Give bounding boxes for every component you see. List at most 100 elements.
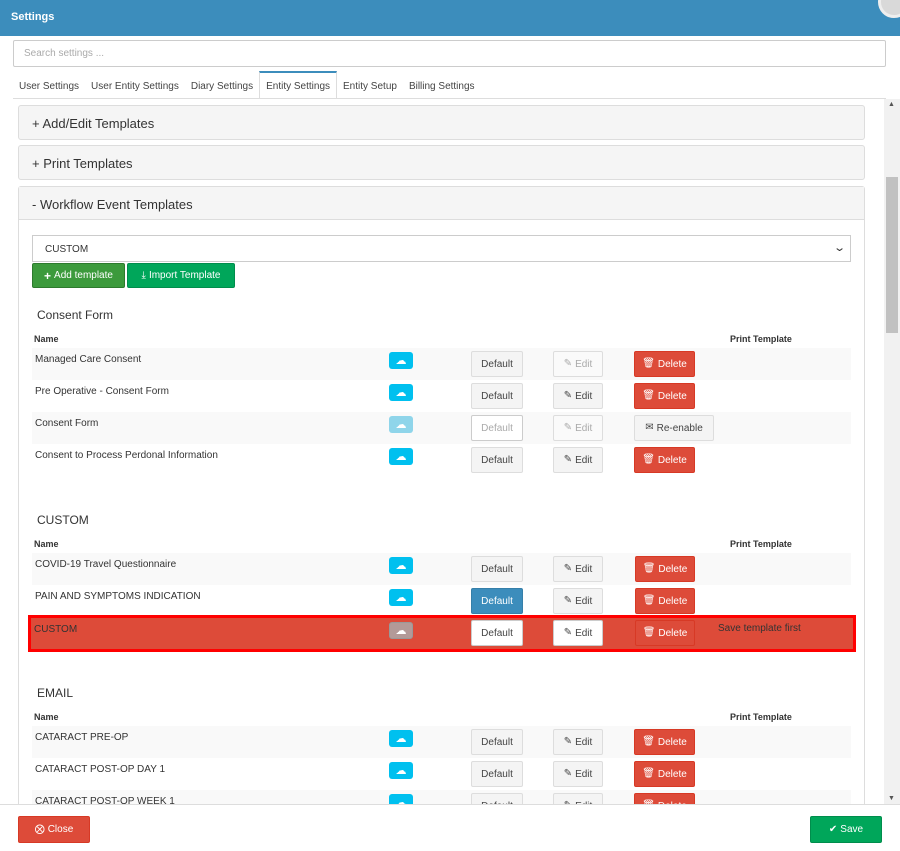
reenable-button[interactable]: ✉ Re-enable bbox=[634, 415, 714, 441]
tab-user-entity-settings[interactable]: User Entity Settings bbox=[91, 81, 179, 92]
tab-entity-setup[interactable]: Entity Setup bbox=[343, 81, 397, 92]
delete-button[interactable]: 🗑Delete bbox=[634, 383, 695, 409]
table-row: Managed Care Consent ☁ Default ✎ Edit 🗑 De… bbox=[32, 348, 851, 380]
save-button[interactable]: ✔ Save bbox=[810, 816, 882, 843]
delete-button[interactable]: 🗑Delete bbox=[635, 588, 695, 614]
cloud-upload-icon[interactable]: ☁ bbox=[389, 448, 413, 465]
scrollbar-thumb[interactable] bbox=[886, 177, 898, 333]
edit-label: Edit bbox=[575, 422, 593, 434]
edit-button[interactable]: ✎Edit bbox=[553, 620, 603, 646]
edit-label: Edit bbox=[575, 736, 593, 748]
template-type-select[interactable]: CUSTOM ⌄ bbox=[32, 235, 851, 262]
panel-header[interactable]: - Workflow Event Templates bbox=[19, 187, 864, 220]
trash-icon: 🗑 bbox=[642, 736, 655, 747]
template-name: CUSTOM bbox=[34, 624, 78, 635]
panel-add-edit-templates[interactable]: + Add/Edit Templates bbox=[18, 105, 865, 140]
scroll-up-icon[interactable]: ▲ bbox=[888, 101, 895, 108]
edit-button[interactable]: ✎Edit bbox=[553, 761, 603, 787]
delete-button[interactable]: 🗑Delete bbox=[634, 761, 695, 787]
cloud-upload-icon[interactable]: ☁ bbox=[389, 557, 413, 574]
chevron-down-icon: ⌄ bbox=[832, 242, 846, 254]
delete-label: Delete bbox=[658, 801, 687, 805]
default-button[interactable]: Default bbox=[471, 793, 523, 804]
close-button[interactable]: ⨂ Close bbox=[18, 816, 90, 843]
table-row: Pre Operative - Consent Form ☁ Default ✎… bbox=[32, 380, 851, 412]
panel-print-templates[interactable]: + Print Templates bbox=[18, 145, 865, 180]
delete-label: Delete bbox=[658, 563, 688, 575]
default-button-active[interactable]: Default bbox=[471, 588, 523, 614]
import-template-button[interactable]: ⤓ Import Template bbox=[127, 263, 235, 288]
tab-billing-settings[interactable]: Billing Settings bbox=[408, 81, 475, 92]
default-button[interactable]: Default bbox=[471, 729, 523, 755]
trash-icon: 🗑 bbox=[642, 627, 656, 638]
add-template-button[interactable]: + Add template bbox=[32, 263, 125, 288]
settings-content: + Add/Edit Templates + Print Templates -… bbox=[0, 99, 884, 804]
edit-label: Edit bbox=[575, 801, 592, 805]
tab-entity-settings[interactable]: Entity Settings bbox=[259, 71, 338, 98]
scroll-down-icon[interactable]: ▼ bbox=[888, 795, 895, 802]
delete-button[interactable]: 🗑Delete bbox=[634, 793, 695, 804]
edit-button[interactable]: ✎Edit bbox=[553, 729, 603, 755]
edit-label: Edit bbox=[575, 595, 593, 607]
edit-button[interactable]: ✎Edit bbox=[553, 588, 603, 614]
trash-icon: 🗑 bbox=[642, 454, 655, 465]
edit-icon: ✎ bbox=[563, 736, 573, 747]
tab-divider bbox=[13, 98, 886, 99]
delete-button[interactable]: 🗑Delete bbox=[635, 620, 695, 646]
delete-button[interactable]: 🗑Delete bbox=[634, 447, 695, 473]
trash-icon: 🗑 bbox=[642, 801, 655, 805]
cloud-upload-icon[interactable]: ☁ bbox=[389, 589, 413, 606]
template-name: CATARACT POST-OP DAY 1 bbox=[35, 764, 166, 775]
cloud-upload-icon[interactable]: ☁ bbox=[389, 622, 413, 639]
table-row: CATARACT PRE-OP ☁ Default ✎ Edit 🗑 Delete bbox=[32, 726, 851, 758]
cloud-upload-icon[interactable]: ☁ bbox=[389, 730, 413, 747]
default-button[interactable]: Default bbox=[471, 383, 523, 409]
trash-icon: 🗑 bbox=[642, 358, 655, 369]
edit-button[interactable]: ✎Edit bbox=[553, 556, 603, 582]
times-circle-icon: ⨂ bbox=[34, 823, 45, 835]
trash-icon: 🗑 bbox=[642, 768, 655, 779]
default-button[interactable]: Default bbox=[471, 447, 523, 473]
delete-button[interactable]: 🗑Delete bbox=[634, 729, 695, 755]
window-orb-icon[interactable] bbox=[878, 0, 900, 18]
edit-label: Edit bbox=[575, 454, 593, 466]
template-name: Pre Operative - Consent Form bbox=[35, 386, 169, 397]
table-row: CATARACT POST-OP WEEK 1 ☁ Default ✎Edit … bbox=[32, 790, 851, 804]
delete-button[interactable]: 🗑Delete bbox=[634, 351, 695, 377]
default-button[interactable]: Default bbox=[471, 351, 523, 377]
cloud-upload-icon[interactable]: ☁ bbox=[389, 416, 413, 433]
template-name: Managed Care Consent bbox=[35, 354, 142, 365]
default-button[interactable]: Default bbox=[471, 556, 523, 582]
edit-button[interactable]: ✎Edit bbox=[553, 447, 603, 473]
search-input[interactable] bbox=[13, 40, 886, 67]
cloud-upload-icon[interactable]: ☁ bbox=[389, 384, 413, 401]
section-title: EMAIL bbox=[37, 686, 74, 700]
edit-button[interactable]: ✎Edit bbox=[553, 383, 603, 409]
plus-icon: + bbox=[44, 268, 52, 283]
edit-button[interactable]: ✎Edit bbox=[553, 793, 603, 804]
template-name: CATARACT PRE-OP bbox=[35, 732, 129, 743]
delete-button[interactable]: 🗑Delete bbox=[635, 556, 695, 582]
trash-icon: 🗑 bbox=[642, 390, 655, 401]
table-row-highlighted: CUSTOM ☁ Default ✎ Edit 🗑 Delete Save temp… bbox=[28, 615, 856, 652]
select-value: CUSTOM bbox=[45, 244, 89, 255]
trash-icon: 🗑 bbox=[642, 595, 656, 606]
delete-label: Delete bbox=[657, 736, 687, 748]
edit-button[interactable]: ✎Edit bbox=[553, 351, 603, 377]
cloud-upload-icon[interactable]: ☁ bbox=[389, 762, 413, 779]
column-header-name: Name bbox=[34, 539, 59, 549]
template-name: CATARACT POST-OP WEEK 1 bbox=[35, 796, 175, 804]
close-label: Close bbox=[47, 824, 74, 835]
column-header-print-template: Print Template bbox=[730, 539, 792, 549]
delete-label: Delete bbox=[657, 454, 687, 466]
default-button[interactable]: Default bbox=[471, 415, 523, 441]
default-button[interactable]: Default bbox=[471, 620, 523, 646]
tab-user-settings[interactable]: User Settings bbox=[19, 81, 80, 92]
cloud-upload-icon[interactable]: ☁ bbox=[389, 794, 413, 804]
title-bar: Settings bbox=[0, 0, 900, 36]
default-button[interactable]: Default bbox=[471, 761, 523, 787]
vertical-scrollbar[interactable]: ▲ ▼ bbox=[884, 99, 900, 804]
cloud-upload-icon[interactable]: ☁ bbox=[389, 352, 413, 369]
tab-diary-settings[interactable]: Diary Settings bbox=[190, 81, 254, 92]
edit-button[interactable]: ✎Edit bbox=[553, 415, 603, 441]
